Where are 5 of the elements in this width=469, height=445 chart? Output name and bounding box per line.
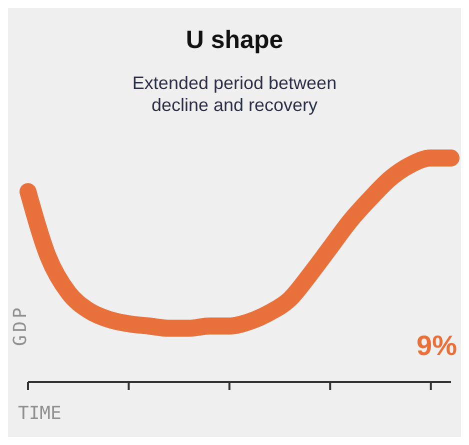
- annotation: 9%: [416, 330, 457, 362]
- chart-subtitle: Extended period between decline and recovery: [131, 72, 338, 116]
- y-axis-title: GDP: [10, 304, 31, 346]
- x-axis-title: TIME: [18, 403, 62, 424]
- chart-title: U shape: [184, 26, 284, 55]
